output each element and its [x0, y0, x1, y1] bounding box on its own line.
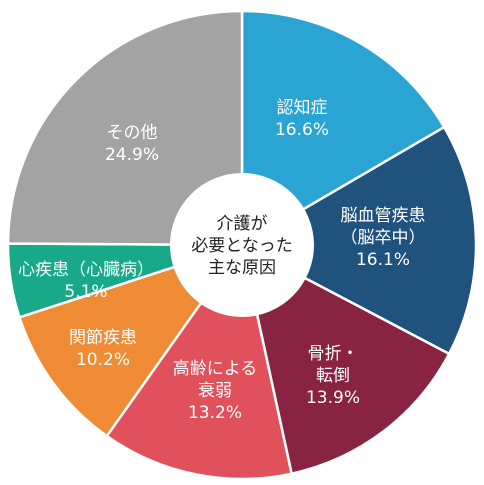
- slice-name-label: （脳卒中）: [341, 228, 426, 248]
- slice-value-label: 13.2%: [188, 403, 242, 423]
- center-title-line: 必要となった: [191, 236, 293, 256]
- slice-label-6: その他 24.9%: [105, 123, 159, 165]
- slice-name-label: 衰弱: [198, 381, 232, 401]
- slice-name-label: 関節疾患: [69, 328, 137, 348]
- pie-slice-4: [18, 243, 244, 438]
- slice-label-5: 心疾患（心臓病） 5.1%: [18, 260, 154, 302]
- slice-name-label: 心疾患（心臓病）: [18, 260, 154, 280]
- center-circle: [170, 173, 314, 317]
- slice-name-label: 脳血管疾患: [341, 206, 426, 226]
- slice-value-label: 10.2%: [76, 350, 130, 370]
- slice-label-3: 高齢による衰弱 13.2%: [173, 359, 258, 423]
- slice-name-label: その他: [107, 123, 158, 143]
- pie-slice-2: [240, 243, 451, 475]
- pie-slice-1: [240, 125, 478, 356]
- pie-slices: [6, 9, 478, 481]
- slice-name-label: 骨折・: [308, 344, 359, 364]
- slice-label-1: 脳血管疾患（脳卒中） 16.1%: [341, 206, 426, 270]
- center-title: 介護が必要となった主な原因: [191, 214, 293, 278]
- slice-value-label: 5.1%: [64, 282, 107, 302]
- slice-label-0: 認知症 16.6%: [275, 98, 329, 140]
- slice-name-label: 高齢による: [173, 359, 258, 379]
- slice-value-label: 16.1%: [356, 250, 410, 270]
- slice-value-label: 16.6%: [275, 120, 329, 140]
- slice-name-label: 認知症: [277, 98, 328, 118]
- center-title-line: 介護が: [217, 214, 268, 234]
- slice-label-2: 骨折・転倒 13.9%: [306, 344, 360, 408]
- slice-value-label: 24.9%: [105, 145, 159, 165]
- slice-label-4: 関節疾患 10.2%: [69, 328, 137, 370]
- center-title-line: 主な原因: [208, 258, 276, 278]
- pie-slice-0: [240, 9, 446, 247]
- slice-name-label: 転倒: [316, 366, 350, 386]
- slice-value-label: 13.9%: [306, 388, 360, 408]
- slice-labels: 認知症 16.6% 脳血管疾患（脳卒中） 16.1% 骨折・転倒 13.9% 高齢による衰弱…: [18, 98, 426, 423]
- center-label: 介護が必要となった主な原因: [191, 214, 293, 278]
- pie-slice-6: [6, 9, 244, 247]
